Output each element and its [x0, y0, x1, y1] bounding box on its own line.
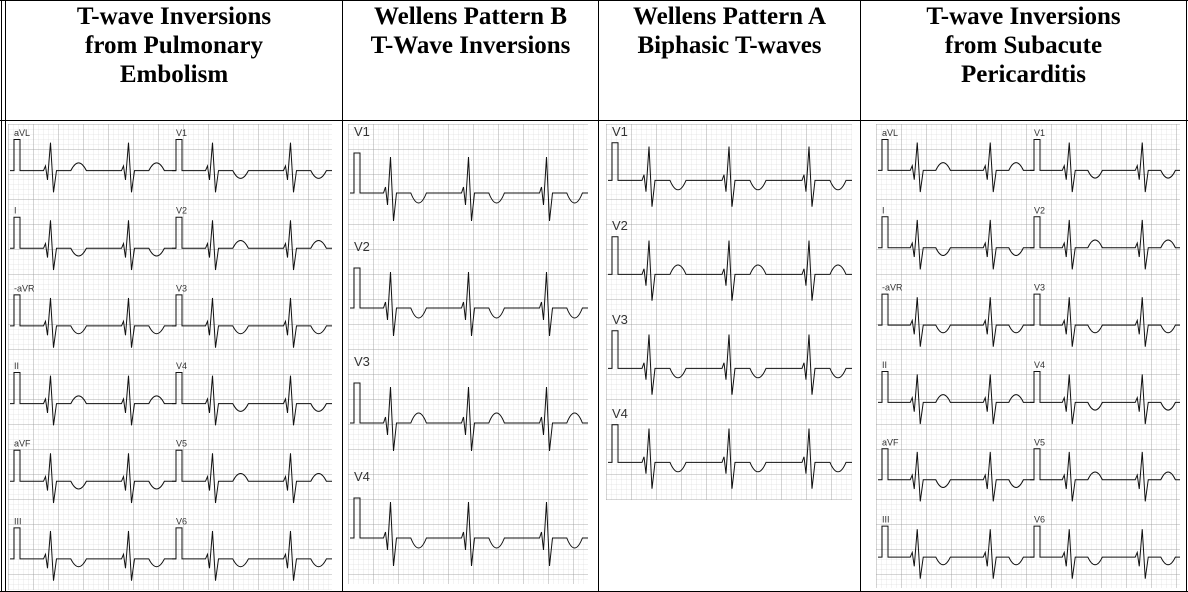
lead-label: V5: [1034, 437, 1045, 447]
lead-label: II: [14, 361, 19, 371]
lead-label: V6: [176, 516, 187, 526]
ecg-grid: [8, 124, 332, 590]
header-text: Wellens Pattern A Biphasic T-waves: [622, 0, 837, 60]
ecg-image: V1 V2 V3 V4: [606, 124, 852, 500]
header-text: Wellens Pattern B T-Wave Inversions: [366, 0, 576, 60]
lead-label: aVL: [882, 128, 898, 138]
lead-label: V2: [1034, 205, 1045, 215]
lead-label: -aVR: [14, 283, 35, 293]
lead-label: V1: [176, 128, 187, 138]
border: [0, 120, 1188, 121]
ecg-grid: [876, 124, 1180, 588]
lead-label: I: [882, 205, 885, 215]
lead-label: V2: [176, 206, 187, 216]
lead-label: V5: [176, 439, 187, 449]
header-text: T-wave Inversions from Pulmonary Embolis…: [49, 0, 299, 89]
lead-label: III: [14, 516, 22, 526]
lead-label: V3: [354, 354, 370, 369]
lead-label: V1: [354, 124, 370, 139]
lead-label: V3: [1034, 283, 1045, 293]
border: [1186, 0, 1187, 592]
lead-label: V1: [612, 124, 628, 139]
lead-label: V3: [176, 283, 187, 293]
ecg-image: aVL V1 I V2 -aVR V3 II V4 aVF V5 III V6: [8, 124, 332, 590]
header-cell: Wellens Pattern B T-Wave Inversions: [343, 0, 598, 120]
border: [1, 0, 2, 592]
lead-label: V2: [612, 218, 628, 233]
ecg-image: V1 V2 V3 V4: [348, 124, 588, 584]
ecg-image: aVL V1 I V2 -aVR V3 II V4 aVF V5 III V6: [876, 124, 1180, 588]
lead-label: V4: [354, 469, 370, 484]
lead-label: II: [882, 360, 887, 370]
lead-label: V1: [1034, 128, 1045, 138]
lead-label: V2: [354, 239, 370, 254]
lead-label: aVF: [882, 437, 899, 447]
lead-label: aVL: [14, 128, 30, 138]
lead-label: III: [882, 515, 890, 525]
table: T-wave Inversions from Pulmonary Embolis…: [0, 0, 1188, 592]
lead-label: I: [14, 206, 17, 216]
lead-label: aVF: [14, 439, 31, 449]
lead-label: V4: [612, 406, 628, 421]
lead-label: V4: [176, 361, 187, 371]
lead-label: V4: [1034, 360, 1045, 370]
header-cell: T-wave Inversions from Subacute Pericard…: [861, 0, 1186, 120]
header-text: T-wave Inversions from Subacute Pericard…: [904, 0, 1144, 89]
header-cell: Wellens Pattern A Biphasic T-waves: [599, 0, 860, 120]
lead-label: V6: [1034, 515, 1045, 525]
header-cell: T-wave Inversions from Pulmonary Embolis…: [6, 0, 342, 120]
lead-label: V3: [612, 312, 628, 327]
lead-label: -aVR: [882, 283, 903, 293]
